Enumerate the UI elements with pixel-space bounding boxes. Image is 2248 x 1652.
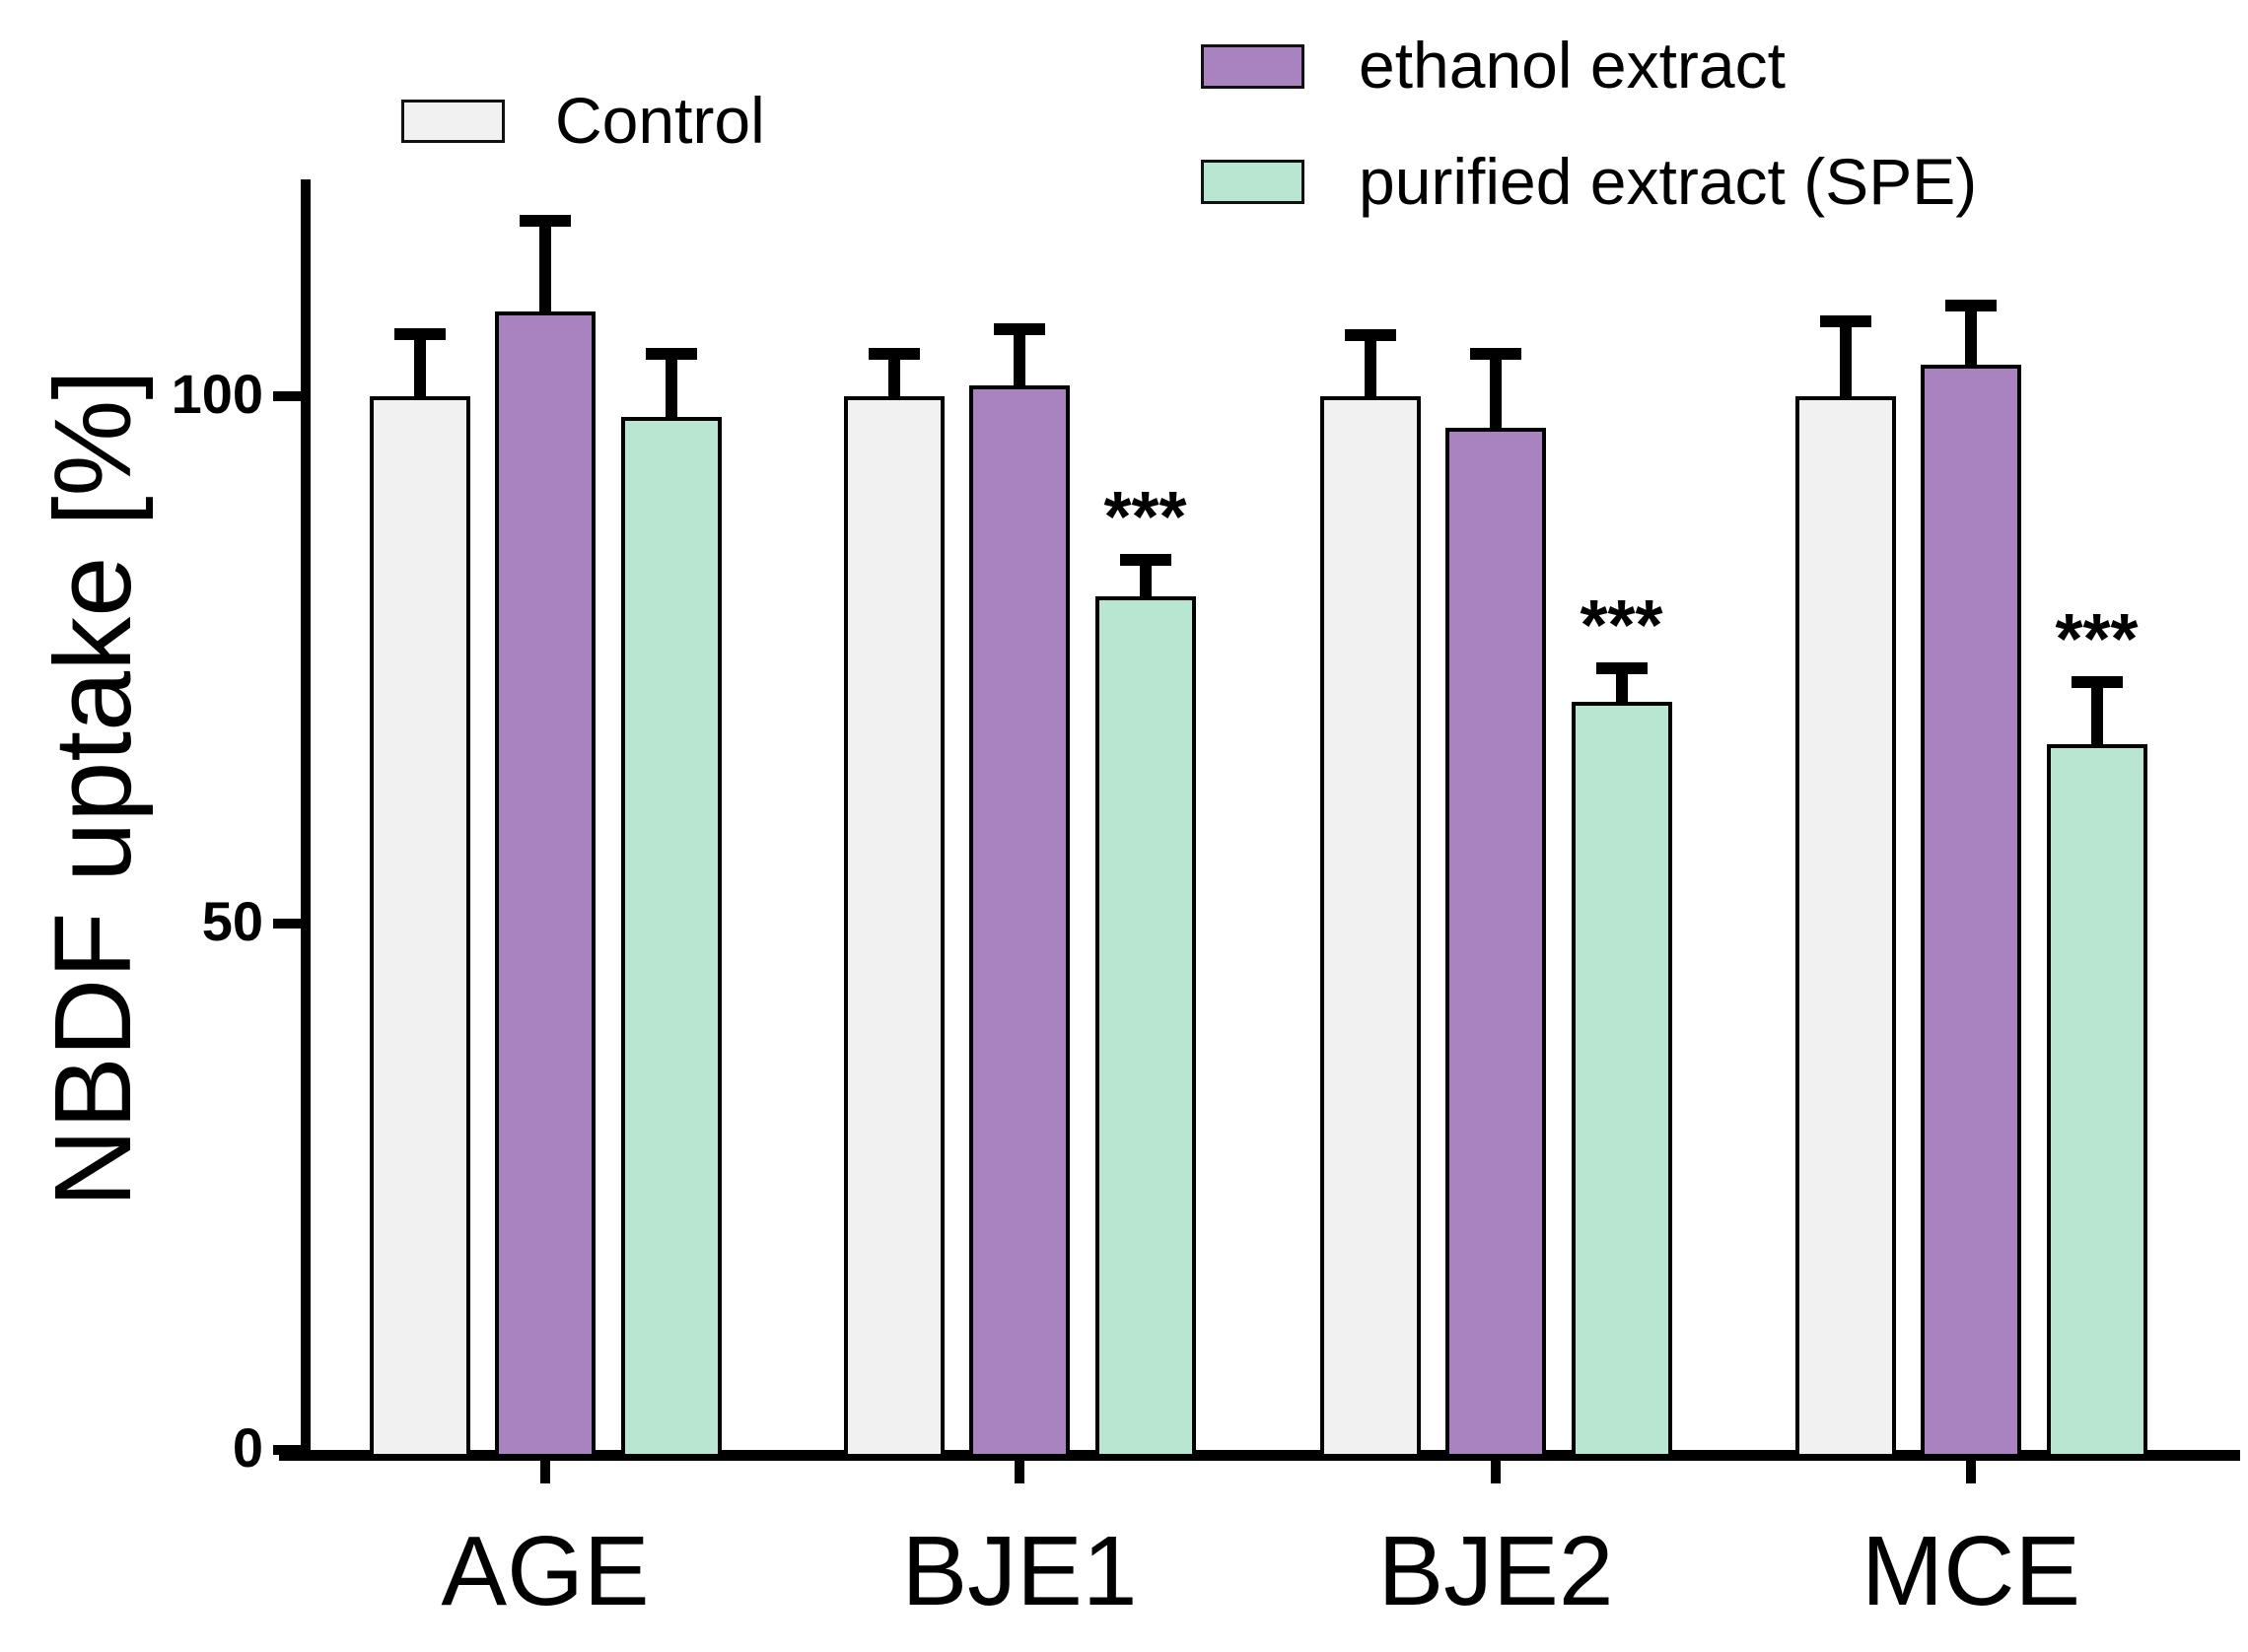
error-bar-cap (520, 215, 571, 228)
error-bar-cap (1819, 314, 1871, 327)
error-bar-cap (1945, 299, 1997, 311)
error-bar-line (1839, 320, 1852, 396)
x-category-label: AGE (441, 1516, 650, 1626)
bar-age-purified-extract-spe (620, 417, 722, 1458)
bar-mce-control (1794, 396, 1896, 1458)
x-category-label: BJE2 (1377, 1516, 1614, 1626)
legend-label-purified-extract-spe: purified extract (SPE) (1359, 145, 1978, 218)
legend-label-control: Control (555, 84, 765, 157)
y-tick (273, 1445, 301, 1455)
error-bar-cap (994, 323, 1045, 336)
error-bar-cap (393, 327, 446, 340)
error-bar-cap (868, 347, 920, 360)
x-tick (1491, 1461, 1501, 1483)
x-tick (1015, 1461, 1024, 1483)
error-bar-line (2090, 682, 2103, 744)
legend-swatch-ethanol-extract (1201, 44, 1304, 89)
x-category-label: BJE1 (901, 1516, 1138, 1626)
x-category-label: MCE (1861, 1516, 2081, 1626)
y-tick-label: 50 (201, 889, 263, 952)
error-bar-line (413, 333, 426, 396)
y-axis-title: NBDF uptake [%] (33, 370, 154, 1207)
bar-bje1-ethanol-extract (969, 385, 1070, 1458)
legend-swatch-control (401, 100, 505, 143)
significance-stars: *** (1103, 478, 1187, 558)
error-bar-line (1615, 668, 1628, 702)
error-bar-cap (2071, 676, 2123, 689)
x-axis-line (279, 1450, 2240, 1461)
error-bar-line (1139, 560, 1152, 597)
y-tick (273, 918, 301, 929)
error-bar-line (887, 353, 900, 396)
error-bar-line (1364, 334, 1376, 396)
error-bar-cap (1595, 662, 1648, 675)
significance-stars: *** (1580, 586, 1663, 666)
error-bar-cap (1344, 328, 1396, 341)
error-bar-cap (645, 347, 697, 360)
y-tick (273, 391, 301, 401)
bar-bje2-purified-extract-spe (1571, 702, 1672, 1458)
error-bar-line (1014, 329, 1025, 386)
bar-bje1-control (843, 396, 945, 1458)
significance-stars: *** (2055, 600, 2139, 680)
error-bar-line (1490, 353, 1502, 429)
y-tick-label: 100 (171, 363, 263, 425)
bar-bje2-ethanol-extract (1445, 428, 1546, 1458)
bar-mce-purified-extract-spe (2046, 743, 2147, 1458)
error-bar-line (1965, 305, 1977, 365)
bar-bje2-control (1319, 396, 1421, 1458)
legend-swatch-purified-extract-spe (1201, 160, 1304, 204)
error-bar-cap (1119, 554, 1171, 567)
error-bar-line (665, 353, 677, 418)
error-bar-cap (1470, 347, 1521, 360)
bar-bje1-purified-extract-spe (1094, 596, 1196, 1458)
error-bar-line (539, 221, 551, 312)
x-tick (540, 1461, 550, 1483)
x-tick (1966, 1461, 1976, 1483)
bar-age-control (369, 396, 470, 1458)
y-axis-line (301, 179, 311, 1461)
y-tick-label: 0 (232, 1416, 263, 1479)
bar-mce-ethanol-extract (1921, 364, 2021, 1458)
legend-label-ethanol-extract: ethanol extract (1359, 29, 1786, 102)
bar-age-ethanol-extract (495, 311, 596, 1458)
